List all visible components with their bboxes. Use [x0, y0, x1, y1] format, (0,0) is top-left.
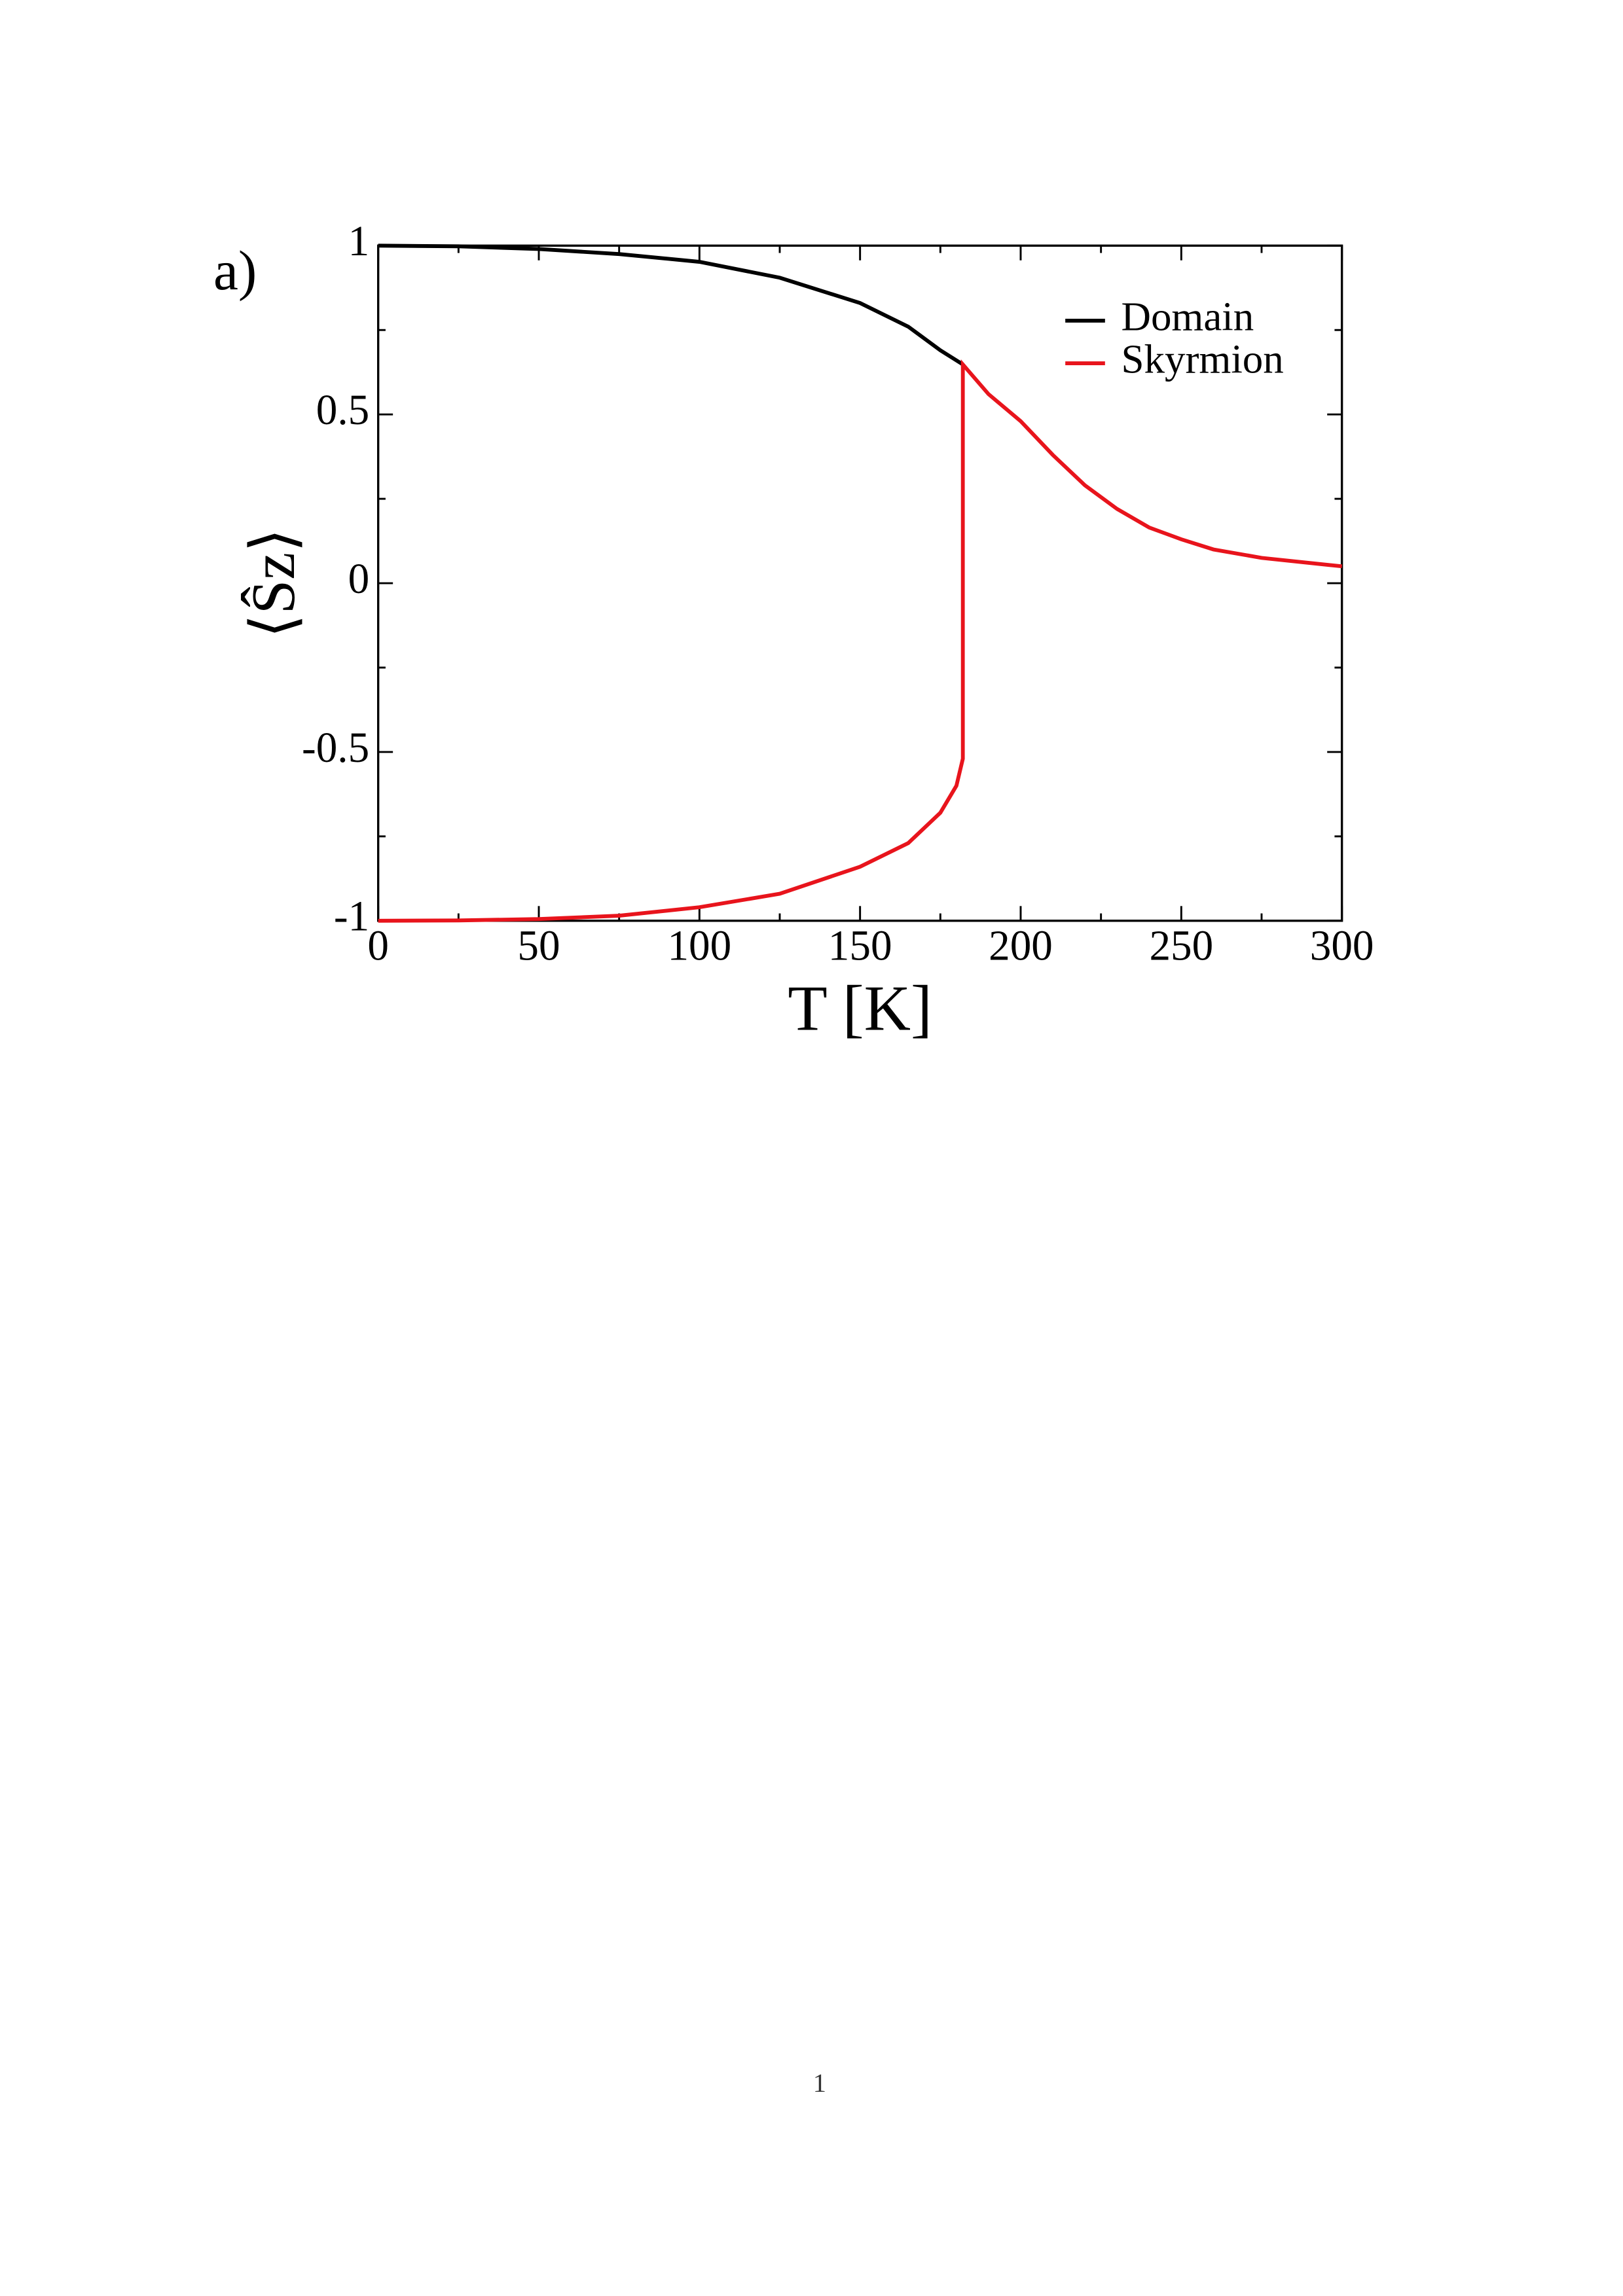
x-tick-label: 250 — [1149, 923, 1213, 970]
data-line — [378, 243, 964, 367]
data-line — [378, 359, 1342, 923]
y-tick-label: 0.5 — [316, 387, 369, 434]
y-tick-label: 0 — [348, 556, 370, 603]
y-axis-label: ⟨Ŝz⟩ — [240, 528, 308, 638]
x-tick-label: 0 — [367, 923, 389, 970]
y-tick-label: 1 — [348, 218, 370, 265]
page-number: 1 — [813, 2068, 826, 2098]
y-tick-label: -1 — [334, 893, 369, 941]
legend-label: Skyrmion — [1122, 336, 1284, 382]
x-tick-label: 100 — [667, 923, 731, 970]
panel-label: a) — [213, 240, 257, 302]
y-tick-label: -0.5 — [302, 725, 369, 772]
x-tick-label: 200 — [989, 923, 1053, 970]
plot-frame — [376, 244, 1343, 922]
x-tick-label: 150 — [828, 923, 892, 970]
legend-label: Domain — [1122, 293, 1254, 339]
x-axis-label: T [K] — [788, 973, 932, 1044]
x-tick-label: 300 — [1310, 923, 1374, 970]
x-tick-label: 50 — [517, 923, 560, 970]
